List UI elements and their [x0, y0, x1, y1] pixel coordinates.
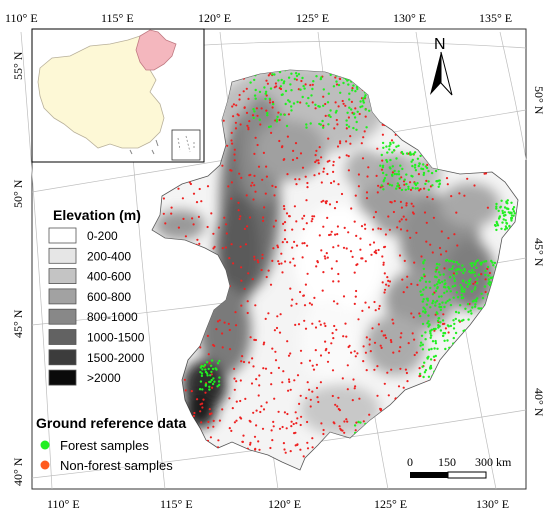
elevation-swatch: [48, 247, 77, 264]
bottom-tick-115: 115° E: [160, 497, 193, 511]
top-tick-115: 115° E: [101, 11, 134, 25]
elevation-shading: [155, 70, 500, 435]
north-arrow-label: N: [434, 36, 446, 53]
bottom-tick-125: 125° E: [374, 497, 407, 511]
elevation-class-label: >2000: [87, 371, 121, 385]
elevation-swatch: [48, 308, 77, 325]
left-tick-55: 55° N: [11, 51, 25, 80]
elevation-legend-title: Elevation (m): [53, 207, 141, 223]
forest-legend-label: Forest samples: [60, 438, 149, 453]
reference-legend-title: Ground reference data: [36, 415, 186, 431]
elevation-swatch: [48, 349, 77, 366]
right-tick-40: 40° N: [532, 388, 546, 417]
right-tick-45: 45° N: [532, 238, 546, 267]
elevation-swatch: [48, 268, 77, 285]
top-tick-130: 130° E: [393, 11, 426, 25]
top-tick-110: 110° E: [5, 11, 38, 25]
elevation-legend: Elevation (m) 0-200 200-400 400-600 600-800…: [48, 207, 145, 386]
scale-bar: 0 150 300 km: [407, 455, 512, 479]
inset-islands: [129, 139, 159, 155]
inset-study-area-highlight: [135, 29, 177, 71]
forest-legend-marker: [40, 440, 50, 450]
axis-labels: 110° E 115° E 120° E 125° E 130° E 135° …: [5, 11, 546, 511]
elevation-swatch: [48, 369, 77, 386]
scale-label-150: 150: [438, 455, 456, 469]
elevation-class-label: 200-400: [87, 249, 131, 263]
left-tick-45: 45° N: [11, 309, 25, 338]
inset-south-china-sea-box: [171, 129, 201, 161]
left-tick-50: 50° N: [11, 179, 25, 208]
study-region: [151, 69, 519, 471]
nonforest-legend-label: Non-forest samples: [60, 458, 173, 473]
top-tick-120: 120° E: [198, 11, 231, 25]
top-tick-135: 135° E: [479, 11, 512, 25]
inset-map: [31, 28, 205, 163]
bottom-tick-120: 120° E: [268, 497, 301, 511]
scale-label-0: 0: [407, 455, 413, 469]
north-arrow: N: [430, 36, 453, 96]
left-tick-40: 40° N: [11, 457, 25, 486]
elevation-class-label: 0-200: [87, 229, 118, 243]
scale-label-300: 300 km: [475, 455, 512, 469]
bottom-tick-130: 130° E: [476, 497, 509, 511]
inset-china-outline: [37, 33, 169, 149]
bottom-tick-110: 110° E: [47, 497, 80, 511]
elevation-class-label: 1000-1500: [87, 331, 145, 345]
reference-legend: Ground reference data Forest samples Non…: [36, 415, 186, 473]
elevation-swatch: [48, 329, 77, 345]
elevation-class-label: 400-600: [87, 270, 131, 284]
elevation-swatch: [48, 288, 77, 305]
elevation-class-label: 600-800: [87, 290, 131, 304]
elevation-class-label: 800-1000: [87, 310, 138, 324]
elevation-swatch: [48, 227, 77, 244]
elevation-class-label: 1500-2000: [87, 351, 145, 365]
top-tick-125: 125° E: [296, 11, 329, 25]
right-tick-50: 50° N: [532, 86, 546, 115]
nonforest-legend-marker: [40, 460, 50, 470]
